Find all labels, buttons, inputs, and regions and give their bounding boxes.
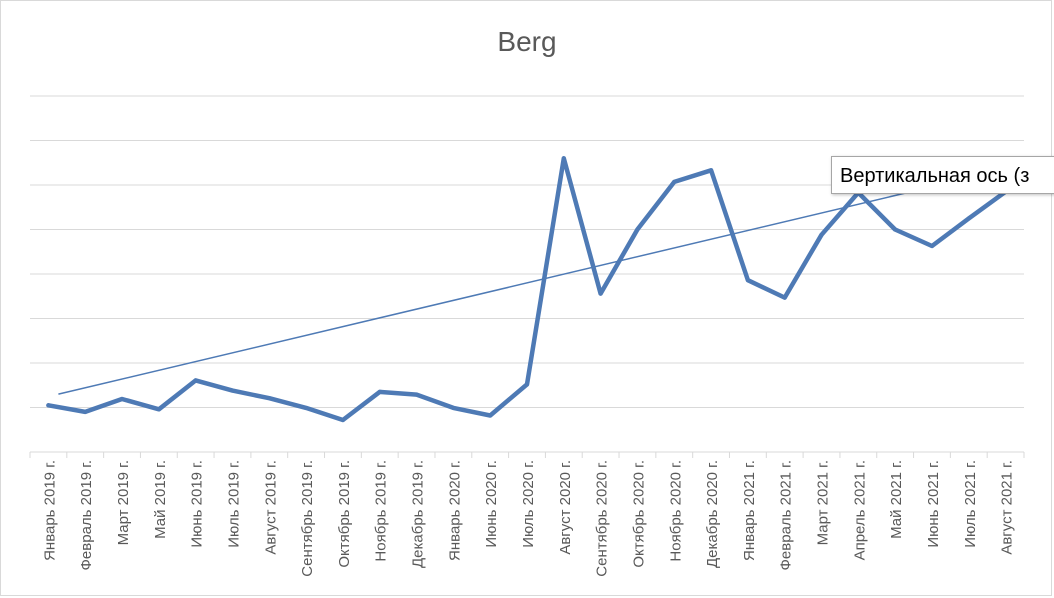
x-tick-label: Июнь 2020 г. — [483, 460, 500, 548]
data-point — [561, 156, 566, 161]
data-point — [46, 403, 51, 408]
x-tick-label: Ноябрь 2019 г. — [373, 460, 390, 562]
data-point — [340, 417, 345, 422]
data-point — [672, 179, 677, 184]
x-tick-label: Июнь 2019 г. — [189, 460, 206, 548]
x-tick-label: Май 2021 г. — [888, 460, 905, 539]
x-tick-label: Сентябрь 2019 г. — [299, 460, 316, 577]
data-point — [83, 409, 88, 414]
x-tick-label: Февраль 2021 г. — [778, 460, 795, 570]
x-tick-label: Июль 2020 г. — [520, 460, 537, 548]
x-tick-label: Ноябрь 2020 г. — [667, 460, 684, 562]
data-point — [745, 278, 750, 283]
x-tick-label: Январь 2020 г. — [446, 460, 463, 561]
data-point — [193, 378, 198, 383]
x-tick-label: Декабрь 2020 г. — [704, 460, 721, 568]
x-tick-label: Октябрь 2020 г. — [630, 460, 647, 568]
trendline — [58, 170, 996, 395]
data-point — [525, 382, 529, 387]
data-point — [782, 295, 787, 300]
data-point — [156, 407, 161, 412]
data-point — [414, 392, 419, 397]
data-point — [377, 389, 382, 394]
x-tick-label: Август 2020 г. — [557, 460, 574, 555]
data-point — [598, 291, 603, 296]
chart-title: Berg — [497, 26, 557, 57]
axis-tooltip: Вертикальная ось (з — [831, 156, 1054, 194]
data-point — [819, 232, 824, 237]
x-tick-label: Август 2021 г. — [999, 460, 1016, 555]
x-tick-label: Июль 2019 г. — [225, 460, 242, 548]
x-tick-label: Февраль 2019 г. — [78, 460, 95, 570]
x-tick-label: Июль 2021 г. — [962, 460, 979, 548]
data-point — [893, 227, 898, 232]
x-tick-label: Апрель 2021 г. — [851, 460, 868, 560]
data-point — [488, 413, 493, 418]
data-point — [451, 405, 456, 410]
data-point — [929, 243, 934, 248]
x-tick-label: Декабрь 2019 г. — [410, 460, 427, 568]
series-line — [46, 156, 1008, 423]
data-point — [635, 227, 640, 232]
x-tick-label: Март 2019 г. — [115, 460, 132, 545]
x-tick-label: Октябрь 2019 г. — [336, 460, 353, 568]
x-tick-label: Март 2021 г. — [815, 460, 832, 545]
data-point — [709, 168, 714, 173]
data-point — [120, 397, 125, 402]
x-tick-label: Январь 2019 г. — [41, 460, 58, 561]
x-tick-label: Август 2019 г. — [262, 460, 279, 555]
data-point — [267, 396, 272, 401]
x-tick-label: Май 2019 г. — [152, 460, 169, 539]
x-tick-label: Июнь 2021 г. — [925, 460, 942, 548]
data-point — [304, 405, 309, 410]
x-tick-label: Январь 2021 г. — [741, 460, 758, 561]
x-tick-label: Сентябрь 2020 г. — [594, 460, 611, 577]
data-point — [966, 216, 971, 221]
data-point — [230, 388, 235, 393]
